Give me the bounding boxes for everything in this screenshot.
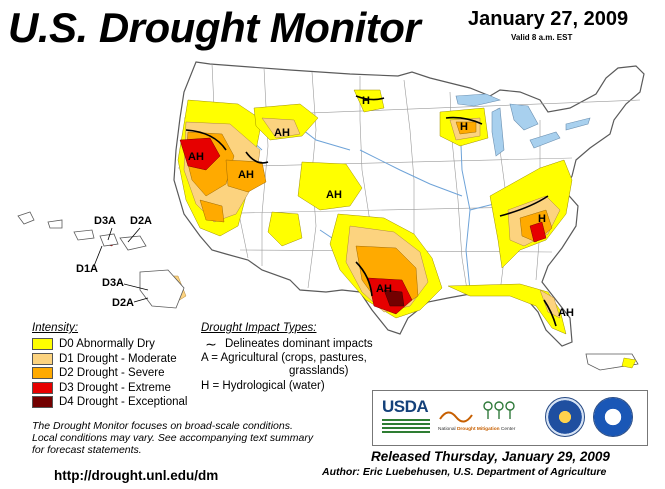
legend-row-d2: D2 Drought - Severe xyxy=(32,366,187,381)
map-title: U.S. Drought Monitor xyxy=(8,4,421,51)
note-line-3: for forecast statements. xyxy=(32,444,142,456)
label-hi-d2a-bottom: D2A xyxy=(112,297,134,309)
swatch-d4 xyxy=(32,396,53,409)
ndmc-logo-text: National Drought Mitigation Center xyxy=(438,427,516,432)
hawaii-leaders xyxy=(93,227,149,303)
website-url[interactable]: http://drought.unl.edu/dm xyxy=(54,468,219,483)
map-date: January 27, 2009 xyxy=(468,8,629,30)
label-h-nc: H xyxy=(538,213,546,225)
label-h-wi: H xyxy=(460,121,468,133)
commerce-seal-icon xyxy=(545,397,585,437)
swatch-d0 xyxy=(32,338,53,351)
impact-line3: H = Hydrological (water) xyxy=(201,380,325,392)
map-labels: AH AH AH AH H H AH H AH D3A D2A D1A D3A … xyxy=(76,95,574,319)
impact-line2: A = Agricultural (crops, pastures, xyxy=(201,352,367,364)
ndmc-trees-icon xyxy=(439,401,515,423)
legend-row-d3: D3 Drought - Extreme xyxy=(32,381,187,396)
label-ah-co: AH xyxy=(326,189,342,201)
d4-areas xyxy=(383,289,405,307)
legend-label-d1: D1 Drought - Moderate xyxy=(59,352,177,365)
legend-label-d4: D4 Drought - Exceptional xyxy=(59,396,188,409)
note-line-2: Local conditions may vary. See accompany… xyxy=(32,432,314,444)
puerto-rico-d0 xyxy=(621,357,637,369)
logo-box: USDA National Drought Mitigation Center xyxy=(372,390,648,446)
impact-title: Drought Impact Types: xyxy=(201,322,317,334)
author-credit: Author: Eric Luebehusen, U.S. Department… xyxy=(322,466,607,478)
label-ah-tx: AH xyxy=(376,283,392,295)
label-hi-d3a-top: D3A xyxy=(94,215,116,227)
label-hi-d3a-bottom: D3A xyxy=(102,277,124,289)
legend-row-d1: D1 Drought - Moderate xyxy=(32,352,187,367)
delineation-line-icon: ∼ xyxy=(205,335,217,352)
intensity-legend: Intensity: D0 Abnormally Dry D1 Drought … xyxy=(32,322,187,410)
valid-time: Valid 8 a.m. EST xyxy=(511,33,573,42)
legend-label-d3: D3 Drought - Extreme xyxy=(59,381,171,394)
label-ah-ca: AH xyxy=(188,151,204,163)
great-lakes xyxy=(455,93,591,157)
swatch-d2 xyxy=(32,367,53,380)
label-h-mn: H xyxy=(362,95,370,107)
impact-row-agricultural-cont: grasslands) xyxy=(289,365,349,377)
label-ah-fl: AH xyxy=(558,307,574,319)
legend-label-d0: D0 Abnormally Dry xyxy=(59,338,155,351)
swatch-d1 xyxy=(32,352,53,365)
impact-row-delineation: ∼ Delineates dominant impacts xyxy=(201,335,373,352)
impact-types-legend: Drought Impact Types: ∼ Delineates domin… xyxy=(201,322,373,393)
legend-row-d0: D0 Abnormally Dry xyxy=(32,337,187,352)
usda-logo: USDA xyxy=(382,397,430,435)
noaa-seal-icon xyxy=(593,397,633,437)
legend-title: Intensity: xyxy=(32,322,79,334)
impact-boundaries xyxy=(185,95,557,327)
disclaimer-notes: The Drought Monitor focuses on broad-sca… xyxy=(32,420,352,456)
usda-stripes-icon xyxy=(382,419,430,433)
label-ah-nv: AH xyxy=(238,169,254,181)
legend-row-d4: D4 Drought - Exceptional xyxy=(32,395,187,410)
usda-logo-text: USDA xyxy=(382,397,429,416)
ndmc-logo: National Drought Mitigation Center xyxy=(438,397,541,437)
label-hi-d1a: D1A xyxy=(76,263,98,275)
hawaii xyxy=(17,211,185,309)
impact-row-hydrological: H = Hydrological (water) xyxy=(201,379,373,393)
impact-line1: Delineates dominant impacts xyxy=(225,338,373,350)
swatch-d3 xyxy=(32,381,53,394)
legend-label-d2: D2 Drought - Severe xyxy=(59,367,165,380)
label-hi-d2a-top: D2A xyxy=(130,215,152,227)
release-date: Released Thursday, January 29, 2009 xyxy=(371,449,610,464)
note-line-1: The Drought Monitor focuses on broad-sca… xyxy=(32,420,293,432)
label-ah-id: AH xyxy=(274,127,290,139)
impact-row-agricultural: A = Agricultural (crops, pastures, xyxy=(201,351,373,365)
